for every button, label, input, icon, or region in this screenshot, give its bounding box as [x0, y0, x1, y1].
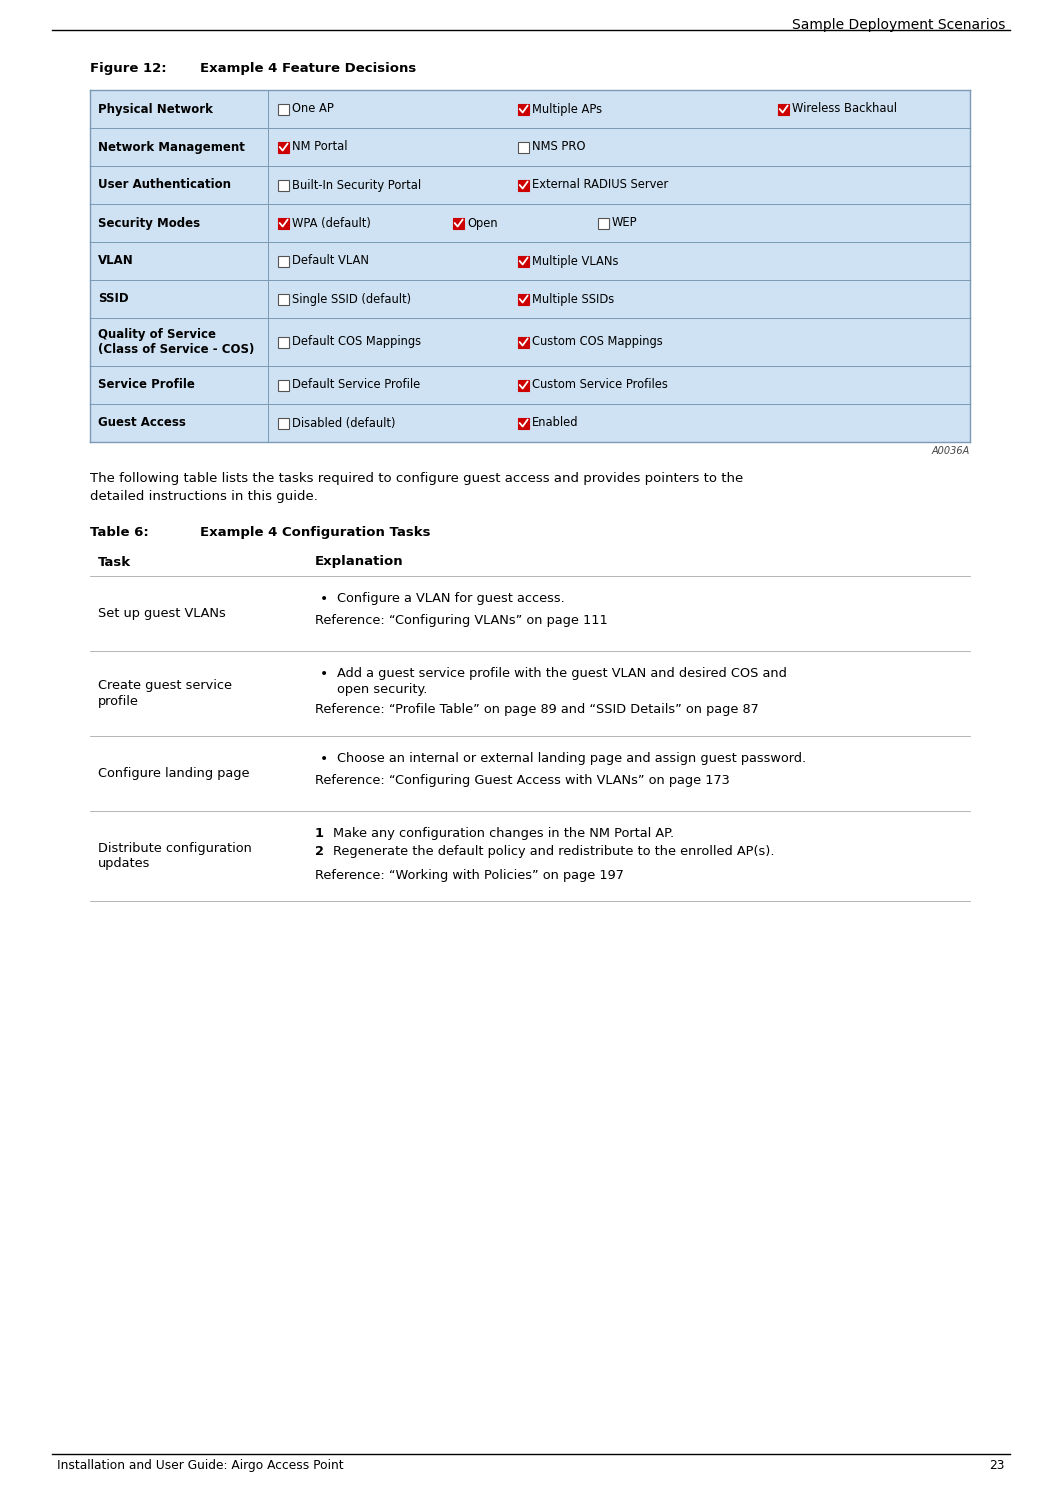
Text: Table 6:: Table 6:: [90, 527, 148, 539]
Text: •: •: [320, 667, 328, 680]
Text: Default VLAN: Default VLAN: [292, 255, 369, 267]
Text: Default COS Mappings: Default COS Mappings: [292, 336, 421, 349]
Text: User Authentication: User Authentication: [98, 179, 231, 191]
Bar: [278, 179, 289, 191]
Text: Add a guest service profile with the guest VLAN and desired COS and: Add a guest service profile with the gue…: [337, 667, 787, 680]
Bar: [90, 90, 970, 128]
Bar: [778, 103, 789, 115]
Bar: [90, 166, 970, 204]
Bar: [278, 337, 289, 348]
Text: 2: 2: [315, 844, 324, 858]
Text: 1: 1: [315, 827, 324, 840]
Text: Example 4 Feature Decisions: Example 4 Feature Decisions: [200, 63, 417, 75]
Text: Installation and User Guide: Airgo Access Point: Installation and User Guide: Airgo Acces…: [57, 1459, 344, 1473]
Text: Reference: “Configuring VLANs” on page 111: Reference: “Configuring VLANs” on page 1…: [315, 615, 608, 627]
Text: Custom Service Profiles: Custom Service Profiles: [532, 379, 668, 391]
Text: Regenerate the default policy and redistribute to the enrolled AP(s).: Regenerate the default policy and redist…: [333, 844, 774, 858]
Text: detailed instructions in this guide.: detailed instructions in this guide.: [90, 489, 318, 503]
Bar: [278, 255, 289, 267]
Text: Open: Open: [467, 216, 498, 230]
Text: Reference: “Working with Policies” on page 197: Reference: “Working with Policies” on pa…: [315, 868, 624, 882]
Bar: [598, 218, 609, 228]
Text: VLAN: VLAN: [98, 255, 134, 267]
Text: •: •: [320, 592, 328, 606]
Text: The following table lists the tasks required to configure guest access and provi: The following table lists the tasks requ…: [90, 471, 744, 485]
Text: Physical Network: Physical Network: [98, 103, 213, 115]
Text: NM Portal: NM Portal: [292, 140, 347, 154]
Bar: [453, 218, 464, 228]
Text: Service Profile: Service Profile: [98, 379, 195, 391]
Bar: [518, 337, 529, 348]
Text: One AP: One AP: [292, 103, 333, 115]
Bar: [278, 218, 289, 228]
Text: Multiple APs: Multiple APs: [532, 103, 602, 115]
Text: Security Modes: Security Modes: [98, 216, 200, 230]
Text: Quality of Service
(Class of Service - COS): Quality of Service (Class of Service - C…: [98, 328, 255, 357]
Text: 23: 23: [990, 1459, 1005, 1473]
Text: Multiple VLANs: Multiple VLANs: [532, 255, 619, 267]
Bar: [518, 379, 529, 391]
Bar: [278, 379, 289, 391]
Text: Guest Access: Guest Access: [98, 416, 186, 430]
Text: Built-In Security Portal: Built-In Security Portal: [292, 179, 421, 191]
Text: Create guest service
profile: Create guest service profile: [98, 679, 232, 707]
Bar: [518, 142, 529, 152]
Text: A0036A: A0036A: [932, 446, 970, 457]
Text: •: •: [320, 752, 328, 765]
Text: WEP: WEP: [612, 216, 638, 230]
Text: Example 4 Configuration Tasks: Example 4 Configuration Tasks: [200, 527, 430, 539]
Text: Distribute configuration
updates: Distribute configuration updates: [98, 841, 251, 870]
Bar: [90, 366, 970, 404]
Text: NMS PRO: NMS PRO: [532, 140, 586, 154]
Text: Configure landing page: Configure landing page: [98, 767, 249, 780]
Text: WPA (default): WPA (default): [292, 216, 371, 230]
Bar: [278, 142, 289, 152]
Bar: [518, 103, 529, 115]
Text: Make any configuration changes in the NM Portal AP.: Make any configuration changes in the NM…: [333, 827, 674, 840]
Bar: [90, 404, 970, 442]
Text: Task: Task: [98, 555, 132, 568]
Bar: [278, 418, 289, 428]
Text: open security.: open security.: [337, 683, 427, 695]
Text: Wireless Backhaul: Wireless Backhaul: [792, 103, 897, 115]
Text: Reference: “Profile Table” on page 89 and “SSID Details” on page 87: Reference: “Profile Table” on page 89 an…: [315, 703, 758, 716]
Text: Set up guest VLANs: Set up guest VLANs: [98, 607, 226, 621]
Text: Disabled (default): Disabled (default): [292, 416, 396, 430]
Bar: [90, 280, 970, 318]
Text: Configure a VLAN for guest access.: Configure a VLAN for guest access.: [337, 592, 565, 604]
Text: Reference: “Configuring Guest Access with VLANs” on page 173: Reference: “Configuring Guest Access wit…: [315, 774, 730, 786]
Text: Multiple SSIDs: Multiple SSIDs: [532, 292, 614, 306]
Text: Default Service Profile: Default Service Profile: [292, 379, 420, 391]
Bar: [90, 318, 970, 366]
Text: Custom COS Mappings: Custom COS Mappings: [532, 336, 663, 349]
Text: SSID: SSID: [98, 292, 128, 306]
Bar: [518, 294, 529, 304]
Text: Explanation: Explanation: [315, 555, 404, 568]
Bar: [518, 255, 529, 267]
Text: Sample Deployment Scenarios: Sample Deployment Scenarios: [791, 18, 1005, 31]
Text: Network Management: Network Management: [98, 140, 245, 154]
Bar: [90, 128, 970, 166]
Text: Figure 12:: Figure 12:: [90, 63, 166, 75]
Bar: [278, 294, 289, 304]
Text: Single SSID (default): Single SSID (default): [292, 292, 411, 306]
Bar: [90, 204, 970, 242]
Text: External RADIUS Server: External RADIUS Server: [532, 179, 668, 191]
Text: Enabled: Enabled: [532, 416, 579, 430]
Text: Choose an internal or external landing page and assign guest password.: Choose an internal or external landing p…: [337, 752, 806, 765]
Bar: [278, 103, 289, 115]
Bar: [90, 242, 970, 280]
Bar: [518, 179, 529, 191]
Bar: [518, 418, 529, 428]
